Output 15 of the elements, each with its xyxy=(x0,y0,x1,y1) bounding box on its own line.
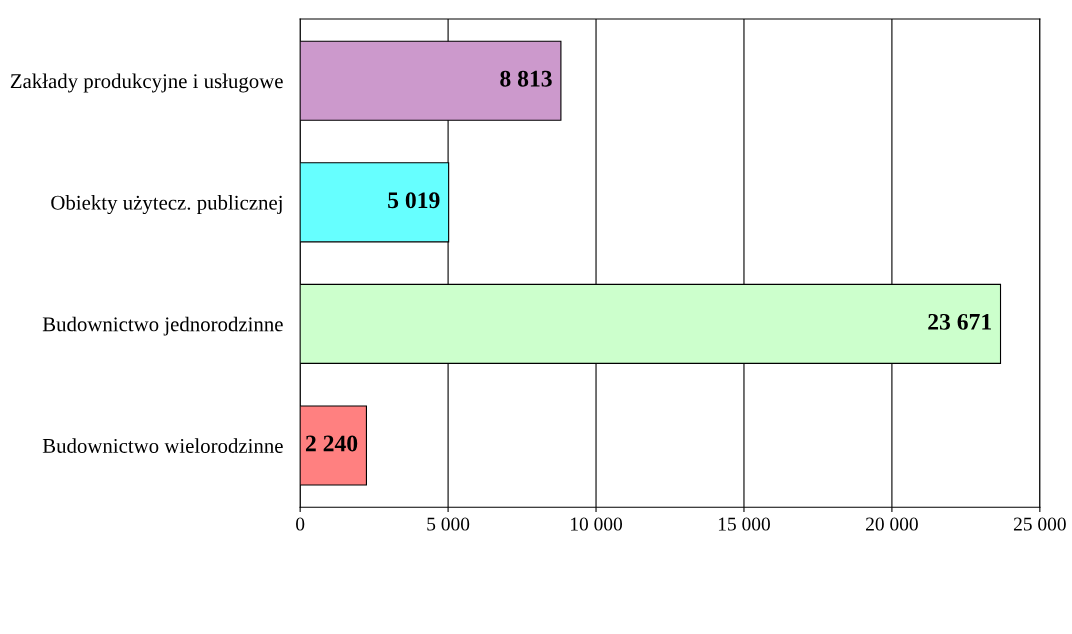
data-label: 5 019 xyxy=(388,192,440,209)
y-tick-label: Obiekty użytecz. publicznej xyxy=(51,195,282,215)
data-label: 23 671 xyxy=(928,313,991,330)
y-tick-label: Zakłady produkcyjne i usługowe xyxy=(10,73,283,93)
y-tick-label: Budownictwo wielorodzinne xyxy=(42,438,283,453)
x-tick-label: 20 000 xyxy=(866,517,918,531)
x-tick-label: 10 000 xyxy=(571,517,623,531)
y-tick-label: Budownictwo jednorodzinne xyxy=(42,316,283,336)
data-label: 8 813 xyxy=(500,70,552,87)
x-tick-label: 15 000 xyxy=(718,517,770,531)
bar xyxy=(300,405,367,486)
x-tick-label: 25 000 xyxy=(1013,517,1066,531)
x-tick-label: 0 xyxy=(296,517,305,531)
data-label: 2 240 xyxy=(305,435,358,452)
x-tick-label: 5 000 xyxy=(427,517,470,531)
